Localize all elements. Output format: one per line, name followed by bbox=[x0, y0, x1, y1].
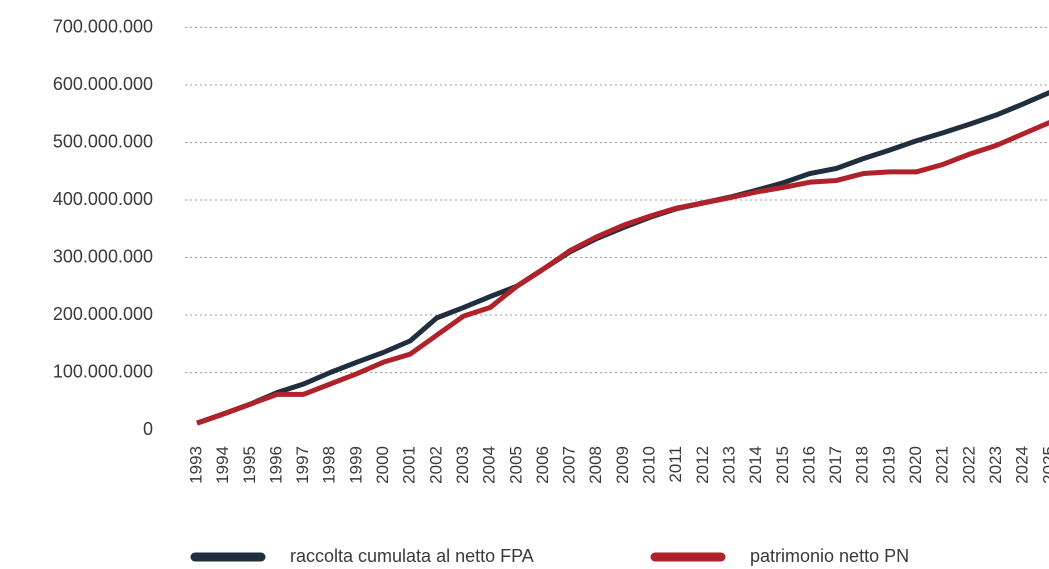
x-tick-label: 2018 bbox=[853, 446, 872, 484]
x-tick-label: 2012 bbox=[693, 446, 712, 484]
x-tick-label: 2024 bbox=[1013, 446, 1032, 484]
y-tick-label: 200.000.000 bbox=[53, 304, 153, 324]
y-tick-label: 600.000.000 bbox=[53, 74, 153, 94]
x-tick-label: 2009 bbox=[613, 446, 632, 484]
x-tick-label: 2003 bbox=[453, 446, 472, 484]
x-tick-label: 1999 bbox=[346, 446, 365, 484]
x-tick-label: 2013 bbox=[719, 446, 738, 484]
x-tick-label: 1995 bbox=[240, 446, 259, 484]
x-tick-label: 2002 bbox=[426, 446, 445, 484]
x-tick-label: 2014 bbox=[746, 446, 765, 484]
y-tick-label: 500.000.000 bbox=[53, 131, 153, 151]
x-tick-label: 2005 bbox=[506, 446, 525, 484]
y-tick-label: 0 bbox=[143, 419, 153, 439]
x-tick-label: 2006 bbox=[533, 446, 552, 484]
y-tick-label: 400.000.000 bbox=[53, 189, 153, 209]
x-tick-label: 1993 bbox=[186, 446, 205, 484]
x-tick-label: 2000 bbox=[373, 446, 392, 484]
x-tick-label: 1997 bbox=[293, 446, 312, 484]
x-tick-label: 1996 bbox=[266, 446, 285, 484]
x-tick-label: 2017 bbox=[826, 446, 845, 484]
x-tick-label: 2022 bbox=[959, 446, 978, 484]
y-tick-label: 700.000.000 bbox=[53, 16, 153, 36]
x-tick-label: 1994 bbox=[213, 446, 232, 484]
x-tick-label: 2015 bbox=[773, 446, 792, 484]
legend-label: patrimonio netto PN bbox=[750, 546, 909, 566]
x-tick-label: 2004 bbox=[480, 446, 499, 484]
data-line bbox=[196, 120, 1049, 426]
x-tick-label: 2007 bbox=[560, 446, 579, 484]
x-tick-label: 2010 bbox=[640, 446, 659, 484]
x-tick-label: 2021 bbox=[933, 446, 952, 484]
x-tick-label: 2011 bbox=[666, 446, 685, 483]
x-tick-label: 2001 bbox=[400, 446, 419, 484]
x-tick-label: 2019 bbox=[879, 446, 898, 484]
x-tick-label: 2008 bbox=[586, 446, 605, 484]
x-tick-label: 2023 bbox=[986, 446, 1005, 484]
x-tick-label: 2016 bbox=[799, 446, 818, 484]
y-tick-label: 100.000.000 bbox=[53, 361, 153, 381]
x-tick-label: 1998 bbox=[320, 446, 339, 484]
x-tick-label: 2020 bbox=[906, 446, 925, 484]
y-tick-label: 300.000.000 bbox=[53, 246, 153, 266]
x-tick-label: 2025 bbox=[1039, 446, 1049, 484]
legend-label: raccolta cumulata al netto FPA bbox=[290, 546, 534, 566]
